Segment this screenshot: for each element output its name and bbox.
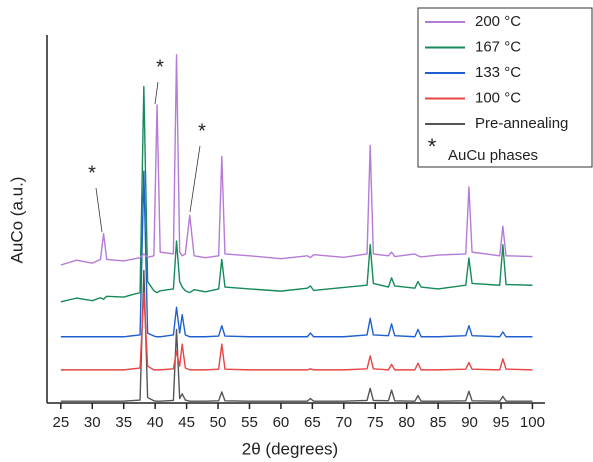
x-tick-label: 65 <box>304 414 321 431</box>
legend-label: 133 °C <box>475 64 521 81</box>
x-tick-label: 50 <box>210 414 227 431</box>
x-tick-label: 40 <box>147 414 164 431</box>
x-tick-label: 45 <box>178 414 195 431</box>
annotation: * <box>156 56 164 78</box>
x-tick-label: 80 <box>398 414 415 431</box>
x-tick-label: 100 <box>520 414 545 431</box>
series-line <box>60 85 533 303</box>
series-line <box>60 170 533 338</box>
x-tick-label: 75 <box>367 414 384 431</box>
annotation: * <box>88 162 96 184</box>
legend-box <box>417 7 593 168</box>
annotation-pointer <box>189 145 201 213</box>
series-line <box>60 291 533 371</box>
x-tick-label: 30 <box>84 414 101 431</box>
legend-label: 200 °C <box>475 13 521 30</box>
x-tick-label: 85 <box>430 414 447 431</box>
y-axis-label: AuCo (a.u.) <box>7 177 26 264</box>
x-tick-label: 70 <box>335 414 352 431</box>
legend-label: 100 °C <box>475 89 521 106</box>
x-tick-label: 95 <box>493 414 510 431</box>
x-tick-label: 35 <box>115 414 132 431</box>
annotation: * <box>198 120 206 142</box>
x-tick-label: 90 <box>461 414 478 431</box>
x-tick-label: 55 <box>241 414 258 431</box>
legend-label: 167 °C <box>475 38 521 55</box>
series-line <box>60 54 533 266</box>
x-tick-label: 60 <box>273 414 290 431</box>
x-axis-label: 2θ (degrees) <box>242 439 338 458</box>
legend-label: AuCu phases <box>448 147 538 164</box>
annotation-pointer <box>95 187 103 233</box>
legend-label: Pre-annealing <box>475 115 568 132</box>
legend-marker: * <box>428 134 437 159</box>
annotation-pointer <box>154 81 159 105</box>
x-tick-label: 25 <box>52 414 69 431</box>
